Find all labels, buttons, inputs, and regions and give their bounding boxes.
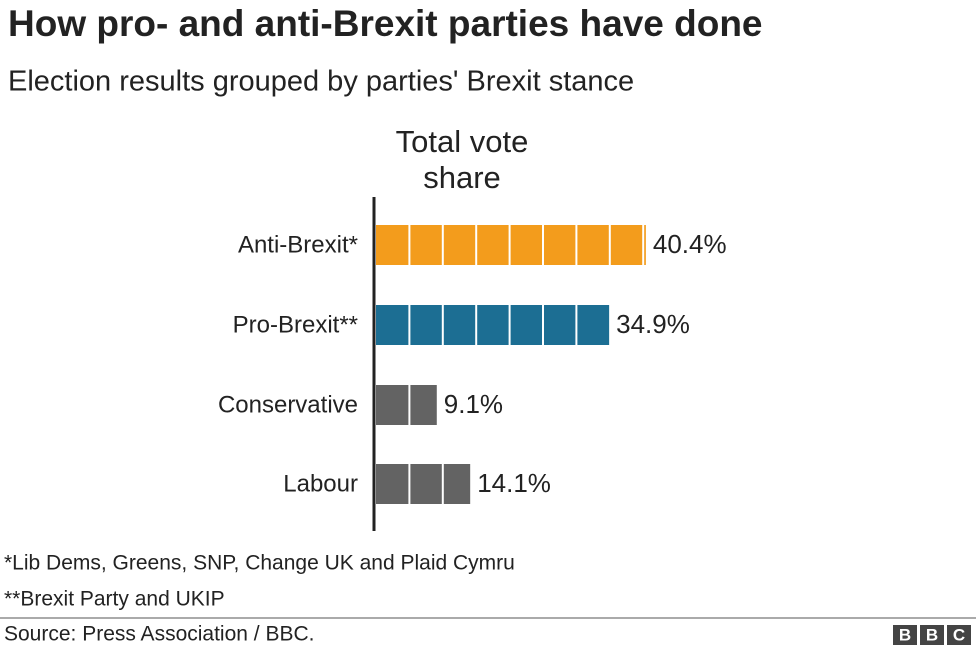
value-label: 9.1% (444, 389, 503, 419)
chart-subtitle: Election results grouped by parties' Bre… (8, 66, 634, 98)
logo-box (920, 625, 944, 645)
bar (376, 464, 471, 504)
value-label: 34.9% (616, 309, 690, 339)
source: Source: Press Association / BBC. (4, 623, 314, 646)
logo-letter: B (899, 625, 911, 644)
bar (376, 305, 610, 345)
bar (376, 385, 437, 425)
footnote: **Brexit Party and UKIP (4, 588, 225, 611)
category-label: Anti-Brexit* (238, 231, 358, 258)
footnote: *Lib Dems, Greens, SNP, Change UK and Pl… (4, 552, 515, 575)
logo-box (947, 625, 971, 645)
value-axis-label: Total vote share (395, 124, 529, 195)
chart-title: How pro- and anti-Brexit parties have do… (8, 3, 763, 44)
value-label: 14.1% (477, 468, 551, 498)
value-label: 40.4% (653, 229, 727, 259)
category-label: Labour (283, 470, 358, 497)
logo-box (893, 625, 917, 645)
logo-letter: B (926, 625, 938, 644)
bar (376, 225, 646, 265)
logo-letter: C (953, 625, 965, 644)
category-label: Pro-Brexit** (233, 311, 358, 338)
category-label: Conservative (218, 391, 358, 418)
